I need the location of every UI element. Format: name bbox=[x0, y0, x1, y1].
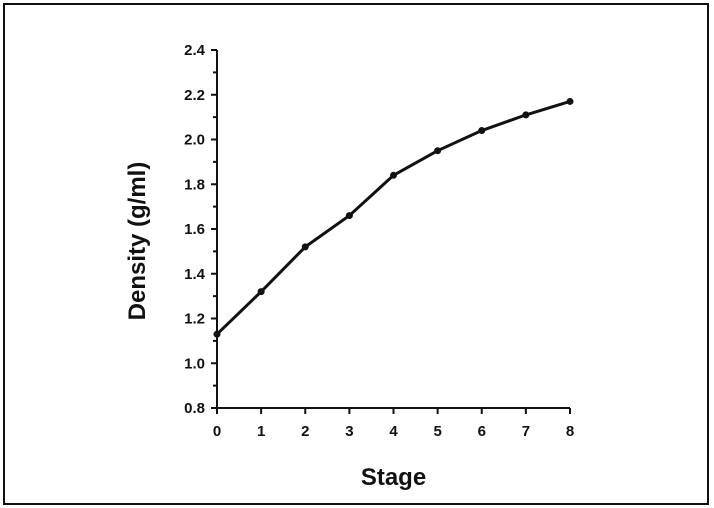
y-tick-label: 0.8 bbox=[184, 400, 205, 417]
x-tick-label: 6 bbox=[478, 423, 486, 440]
data-point bbox=[213, 330, 221, 338]
x-tick-label: 1 bbox=[257, 423, 265, 440]
y-tick-label: 1.4 bbox=[184, 266, 206, 283]
x-tick-label: 3 bbox=[345, 423, 353, 440]
density-chart: 0.8 1.0 1.2 1.4 1.6 1.8 2.0 2.2 2.4 0 1 2 3 4 5 6 7 8 St… bbox=[124, 42, 574, 491]
x-tick-label: 4 bbox=[389, 423, 398, 440]
data-point bbox=[566, 97, 574, 105]
x-ticks: 0 1 2 3 4 5 6 7 8 bbox=[213, 408, 574, 440]
data-point bbox=[301, 243, 309, 251]
y-tick-label: 1.2 bbox=[184, 311, 205, 328]
x-tick-label: 0 bbox=[213, 423, 221, 440]
x-tick-label: 7 bbox=[522, 423, 530, 440]
y-tick-label: 2.4 bbox=[184, 42, 206, 59]
x-tick-label: 5 bbox=[433, 423, 441, 440]
series-layer bbox=[213, 97, 574, 338]
data-point bbox=[522, 111, 530, 119]
chart-frame: 0.8 1.0 1.2 1.4 1.6 1.8 2.0 2.2 2.4 0 1 2 3 4 5 6 7 8 St… bbox=[3, 3, 709, 505]
data-point bbox=[478, 127, 486, 135]
data-point bbox=[434, 147, 442, 155]
axes bbox=[216, 50, 570, 409]
y-tick-label: 1.6 bbox=[184, 221, 205, 238]
x-axis-title: Stage bbox=[361, 464, 426, 491]
data-line bbox=[215, 99, 572, 336]
y-axis-title: Density (g/ml) bbox=[124, 162, 151, 321]
y-tick-label: 2.2 bbox=[184, 87, 205, 104]
y-tick-label: 1.0 bbox=[184, 355, 205, 372]
data-point bbox=[345, 212, 353, 220]
y-tick-label: 2.0 bbox=[184, 132, 205, 149]
data-point bbox=[390, 171, 397, 179]
y-tick-label: 1.8 bbox=[184, 176, 205, 193]
data-point bbox=[257, 288, 265, 296]
x-tick-label: 8 bbox=[566, 423, 574, 440]
x-tick-label: 2 bbox=[301, 423, 309, 440]
y-ticks: 0.8 1.0 1.2 1.4 1.6 1.8 2.0 2.2 2.4 bbox=[184, 42, 217, 417]
